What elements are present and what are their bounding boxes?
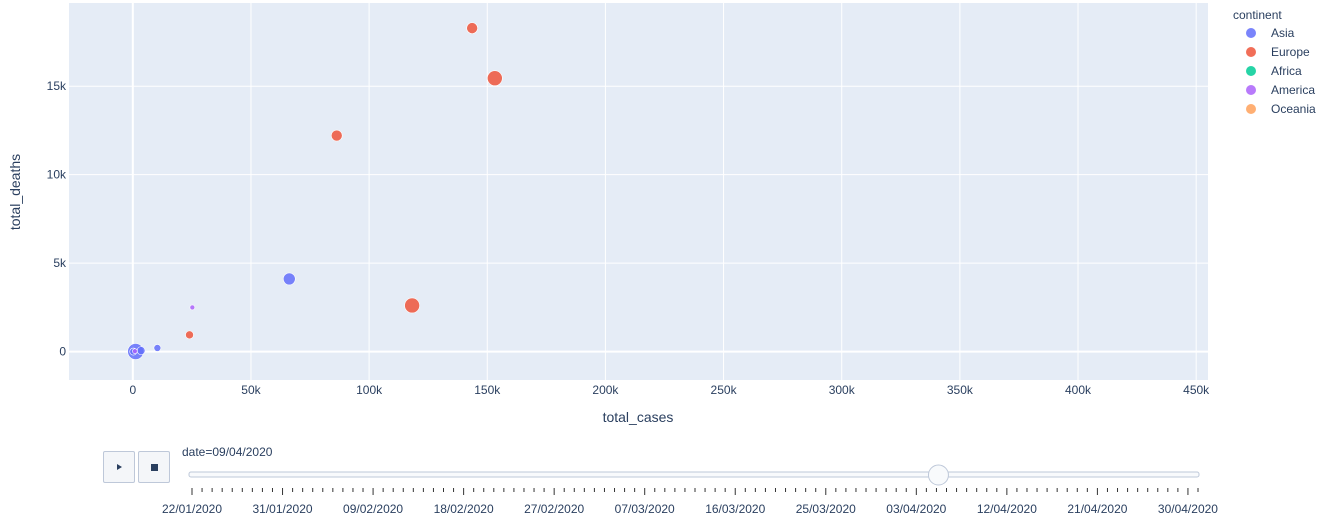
legend-marker-asia[interactable] [1246, 28, 1256, 38]
slider-date-labels: 22/01/2020 31/01/2020 09/02/2020 18/02/2020… [162, 502, 1218, 516]
y-tick-labels: 0 5k 10k 15k [47, 79, 67, 358]
data-point-america[interactable] [189, 304, 196, 311]
legend-marker-europe[interactable] [1246, 47, 1256, 57]
x-tick-label: 250k [711, 383, 738, 397]
slider-date-label: 12/04/2020 [977, 502, 1037, 516]
date-slider[interactable]: 22/01/2020 31/01/2020 09/02/2020 18/02/2020… [162, 464, 1218, 516]
y-tick-label: 0 [59, 345, 66, 359]
slider-date-label: 09/02/2020 [343, 502, 403, 516]
x-tick-label: 150k [474, 383, 501, 397]
slider-date-label: 21/04/2020 [1067, 502, 1127, 516]
slider-date-label: 03/04/2020 [886, 502, 946, 516]
grid-lines [69, 3, 1208, 380]
data-point-asia[interactable] [153, 344, 162, 352]
x-tick-label: 350k [947, 383, 974, 397]
legend-label-oceania[interactable]: Oceania [1271, 102, 1316, 116]
slider-date-label: 25/03/2020 [796, 502, 856, 516]
data-points [127, 22, 503, 360]
slider-rail[interactable] [188, 471, 1200, 478]
slider-current-value: date=09/04/2020 [182, 445, 273, 459]
legend-marker-africa[interactable] [1246, 66, 1256, 76]
data-point-asia[interactable] [282, 272, 296, 286]
legend-label-europe[interactable]: Europe [1271, 45, 1310, 59]
data-point-europe[interactable] [185, 330, 194, 340]
slider-date-label: 18/02/2020 [434, 502, 494, 516]
slider-date-label: 22/01/2020 [162, 502, 222, 516]
x-tick-label: 200k [592, 383, 619, 397]
stop-button[interactable] [138, 451, 170, 483]
plot-area [69, 3, 1208, 380]
y-tick-label: 10k [47, 168, 67, 182]
y-axis-title: total_deaths [7, 154, 23, 230]
y-tick-label: 5k [53, 256, 67, 270]
x-tick-label: 450k [1183, 383, 1210, 397]
data-point-europe[interactable] [487, 70, 503, 87]
x-tick-label: 300k [829, 383, 856, 397]
data-point-europe[interactable] [330, 129, 343, 142]
data-point-asia[interactable] [136, 346, 146, 355]
legend: Asia Europe Africa America Oceania [1246, 26, 1316, 116]
x-axis-title: total_cases [603, 409, 674, 425]
x-tick-label: 100k [356, 383, 383, 397]
legend-title: continent [1233, 8, 1282, 22]
slider-date-label: 30/04/2020 [1158, 502, 1218, 516]
stop-icon [150, 463, 158, 471]
legend-marker-oceania[interactable] [1246, 104, 1256, 114]
play-button[interactable] [103, 451, 135, 483]
data-point-europe[interactable] [404, 297, 420, 314]
x-tick-label: 0 [129, 383, 136, 397]
legend-label-africa[interactable]: Africa [1271, 64, 1302, 78]
x-tick-label: 400k [1065, 383, 1092, 397]
x-tick-labels: 0 50k 100k 150k 200k 250k 300k 350k 400k 450k [129, 383, 1210, 397]
slider-date-label: 27/02/2020 [524, 502, 584, 516]
play-icon [116, 464, 122, 470]
slider-date-label: 31/01/2020 [253, 502, 313, 516]
data-point-america[interactable] [132, 348, 138, 354]
y-tick-label: 15k [47, 79, 67, 93]
slider-date-label: 07/03/2020 [615, 502, 675, 516]
slider-date-label: 16/03/2020 [705, 502, 765, 516]
slider-ticks [191, 488, 1199, 495]
x-tick-label: 50k [241, 383, 261, 397]
legend-marker-america[interactable] [1246, 85, 1256, 95]
legend-label-asia[interactable]: Asia [1271, 26, 1295, 40]
slider-handle[interactable] [927, 464, 949, 486]
legend-label-america[interactable]: America [1271, 83, 1315, 97]
data-point-europe[interactable] [466, 22, 478, 34]
